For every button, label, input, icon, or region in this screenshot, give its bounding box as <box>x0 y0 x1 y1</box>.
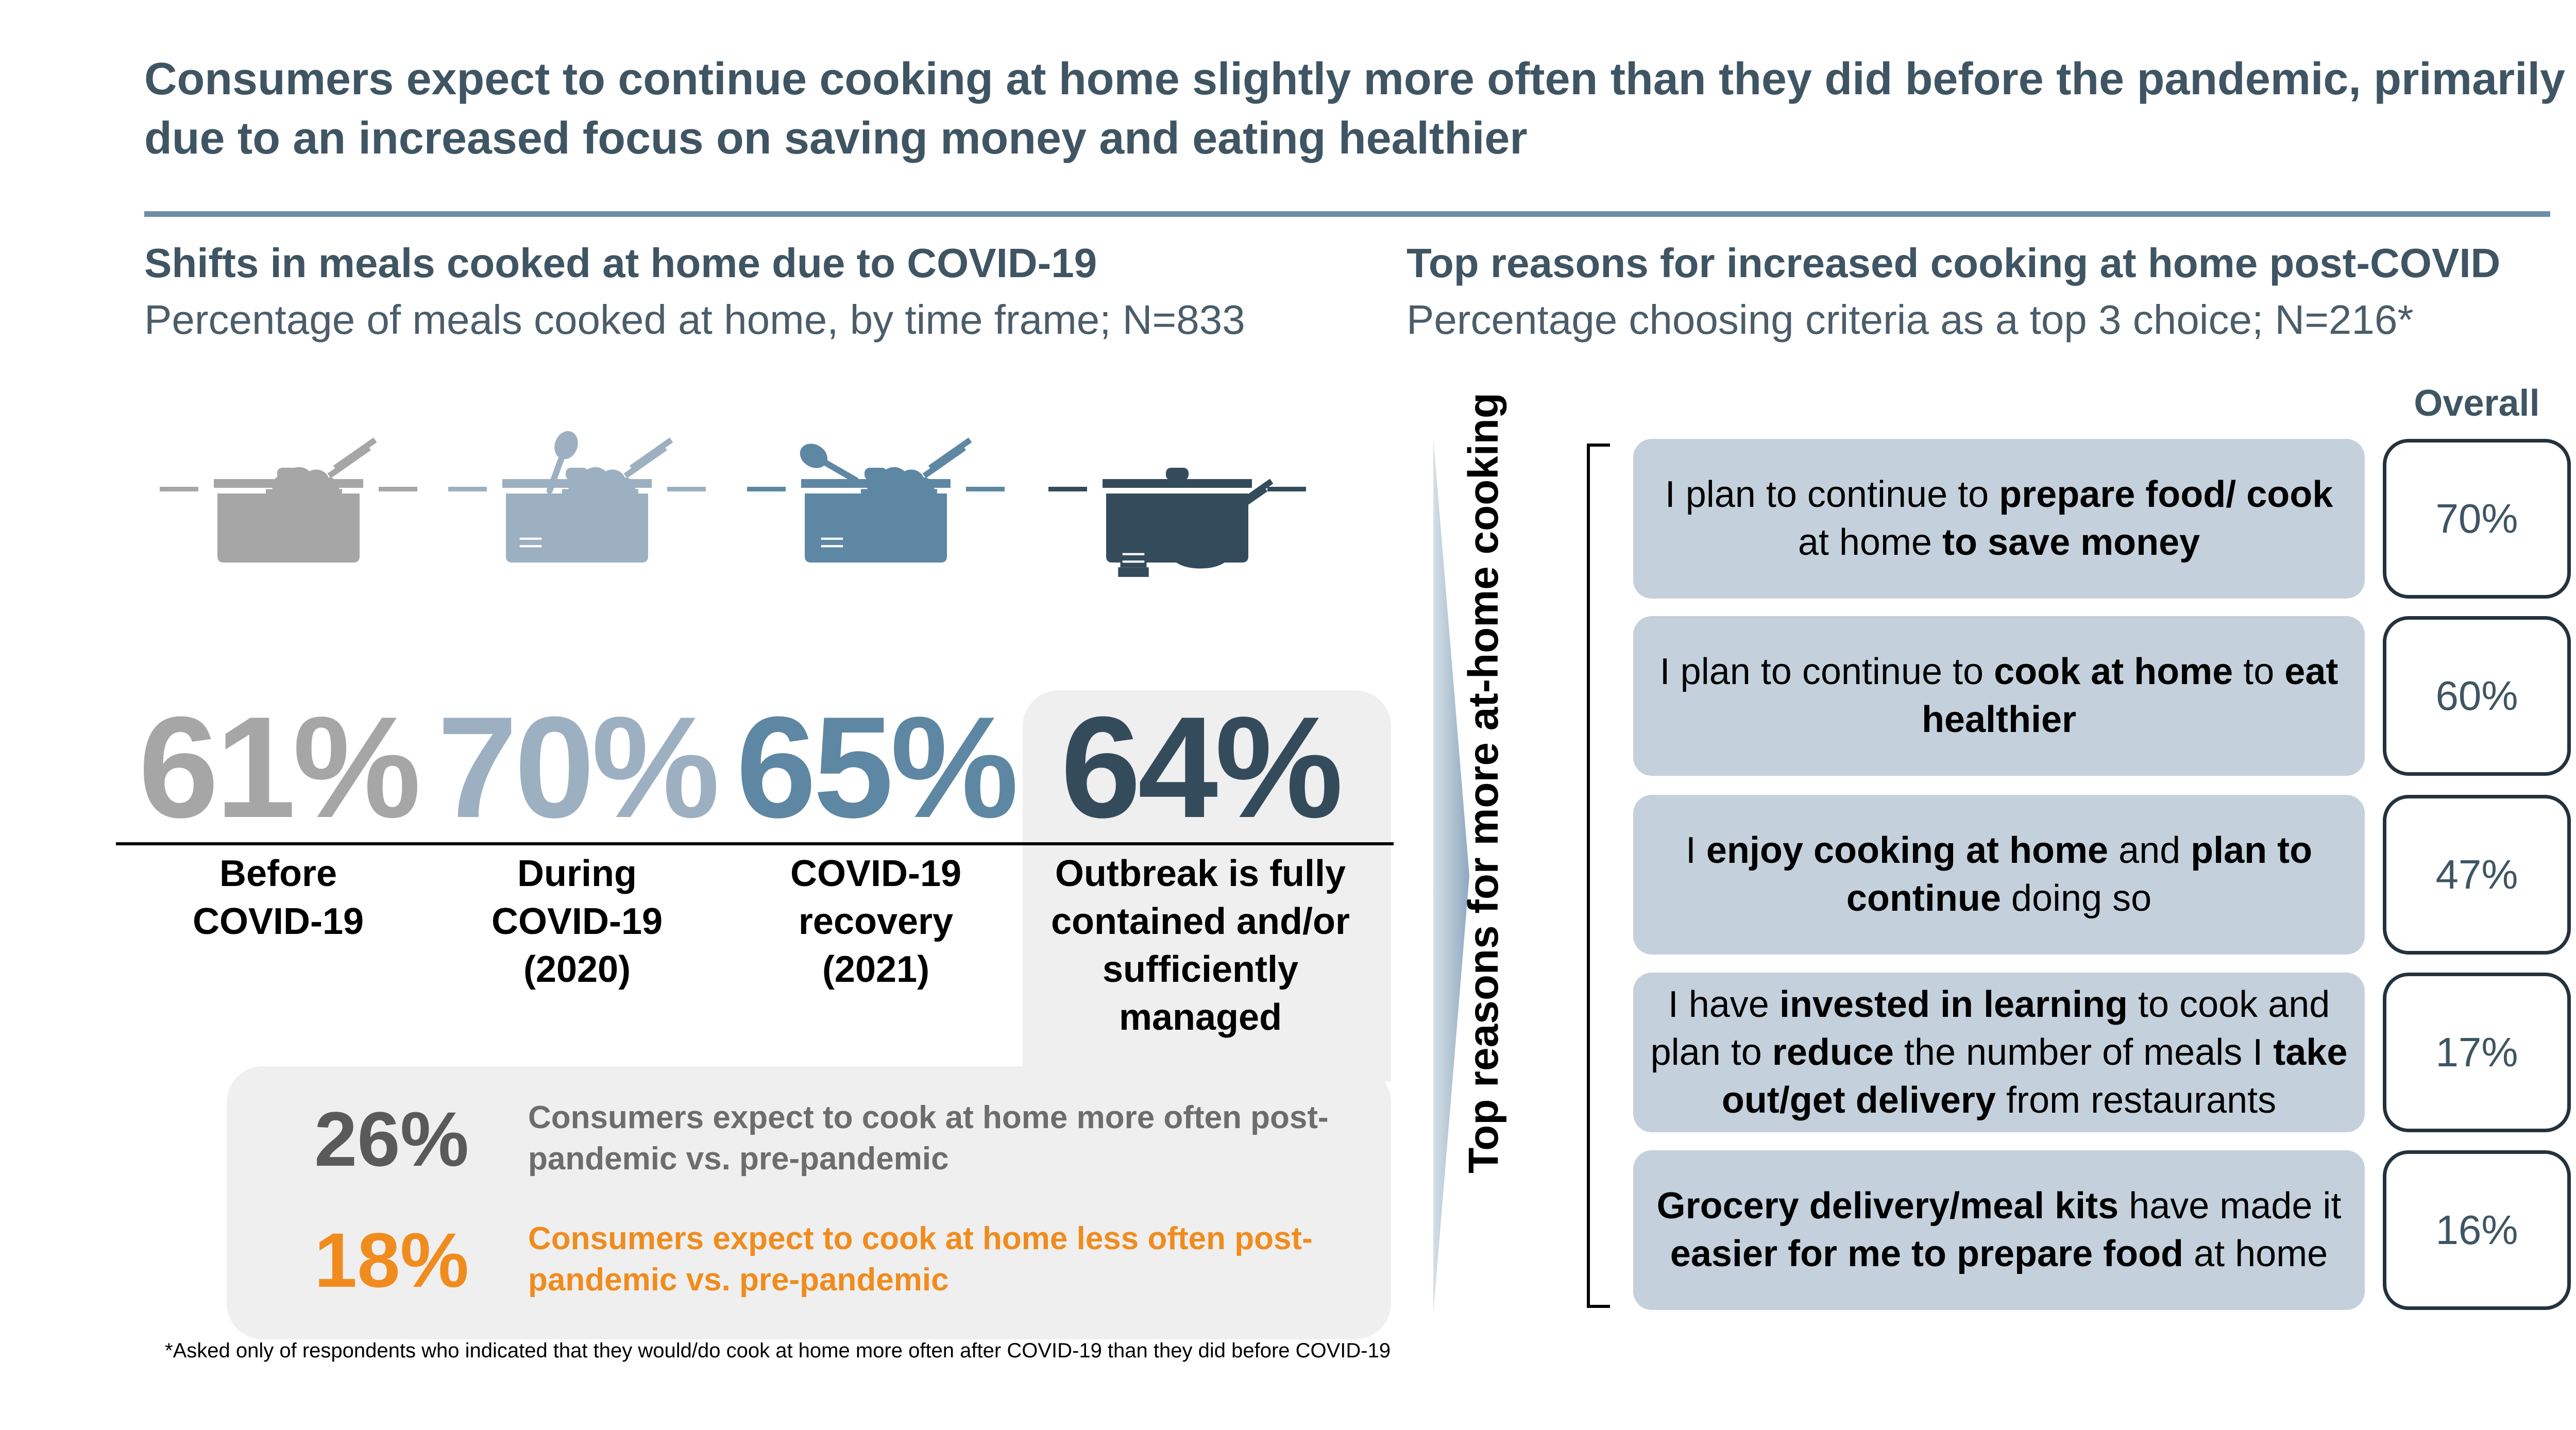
reason-percentage: 70% <box>2383 439 2571 599</box>
reason-percentage: 17% <box>2383 973 2571 1132</box>
timeline-baseline <box>116 842 1394 845</box>
overall-column-header: Overall <box>2414 383 2540 424</box>
stat-description: Consumers expect to cook at home less of… <box>528 1221 1313 1298</box>
reason-percentage: 16% <box>2383 1150 2571 1310</box>
highlight-panel <box>1023 690 1391 1082</box>
cake-icon <box>1118 537 1149 577</box>
footnote: *Asked only of respondents who indicated… <box>165 1339 1391 1362</box>
cake-icon <box>515 521 546 561</box>
cake-icon <box>817 521 848 561</box>
takeout-bowl-icon <box>1162 479 1274 569</box>
reason-text: I enjoy cooking at home and plan to cont… <box>1685 830 2313 919</box>
stat-value: 18% <box>314 1217 469 1303</box>
right-heading: Top reasons for increased cooking at hom… <box>1406 240 2501 286</box>
stat-value: 26% <box>314 1096 469 1182</box>
period-percentage: 70% <box>437 687 720 848</box>
expectations-panel <box>227 1066 1391 1339</box>
right-subheading: Percentage choosing criteria as a top 3 … <box>1406 297 2414 343</box>
reason-row: I have invested in learning to cook and … <box>1633 973 2365 1132</box>
page-title: Consumers expect to continue cooking at … <box>144 53 2565 163</box>
period-label: Outbreak is fully contained and/or suffici… <box>1050 853 1350 1038</box>
reason-row: I plan to continue to prepare food/ cook… <box>1633 439 2365 599</box>
takeout-bowl-icon <box>562 437 673 527</box>
reason-percentage: 47% <box>2383 795 2571 955</box>
reason-percentage: 60% <box>2383 616 2571 776</box>
reasons-bracket <box>1587 444 1610 1308</box>
reason-text: I have invested in learning to cook and … <box>1650 983 2348 1121</box>
reason-text: Grocery delivery/meal kits have made it … <box>1656 1185 2342 1274</box>
reason-row: I plan to continue to cook at home to ea… <box>1633 616 2365 776</box>
reason-text: I plan to continue to cook at home to ea… <box>1659 651 2338 740</box>
period-label: During COVID-19 (2020) <box>491 853 663 990</box>
chevron-right-icon <box>1433 438 1469 1314</box>
title-divider <box>144 211 2550 217</box>
period-label: COVID-19 recovery (2021) <box>790 853 962 990</box>
period-percentage: 65% <box>736 687 1019 848</box>
reasons-axis-label: Top reasons for more at-home cooking <box>1460 393 1507 1173</box>
period-label: Before COVID-19 <box>192 853 364 942</box>
period-percentage: 61% <box>138 687 421 848</box>
cooking-icons <box>160 428 1306 690</box>
left-subheading: Percentage of meals cooked at home, by t… <box>144 297 1245 343</box>
left-heading: Shifts in meals cooked at home due to CO… <box>144 240 1097 286</box>
stat-description: Consumers expect to cook at home more of… <box>528 1100 1329 1177</box>
reason-row: Grocery delivery/meal kits have made it … <box>1633 1150 2365 1310</box>
reason-text: I plan to continue to prepare food/ cook… <box>1665 474 2333 563</box>
takeout-bowl-icon <box>860 437 972 527</box>
reason-row: I enjoy cooking at home and plan to cont… <box>1633 795 2365 955</box>
period-percentage: 64% <box>1060 687 1343 848</box>
